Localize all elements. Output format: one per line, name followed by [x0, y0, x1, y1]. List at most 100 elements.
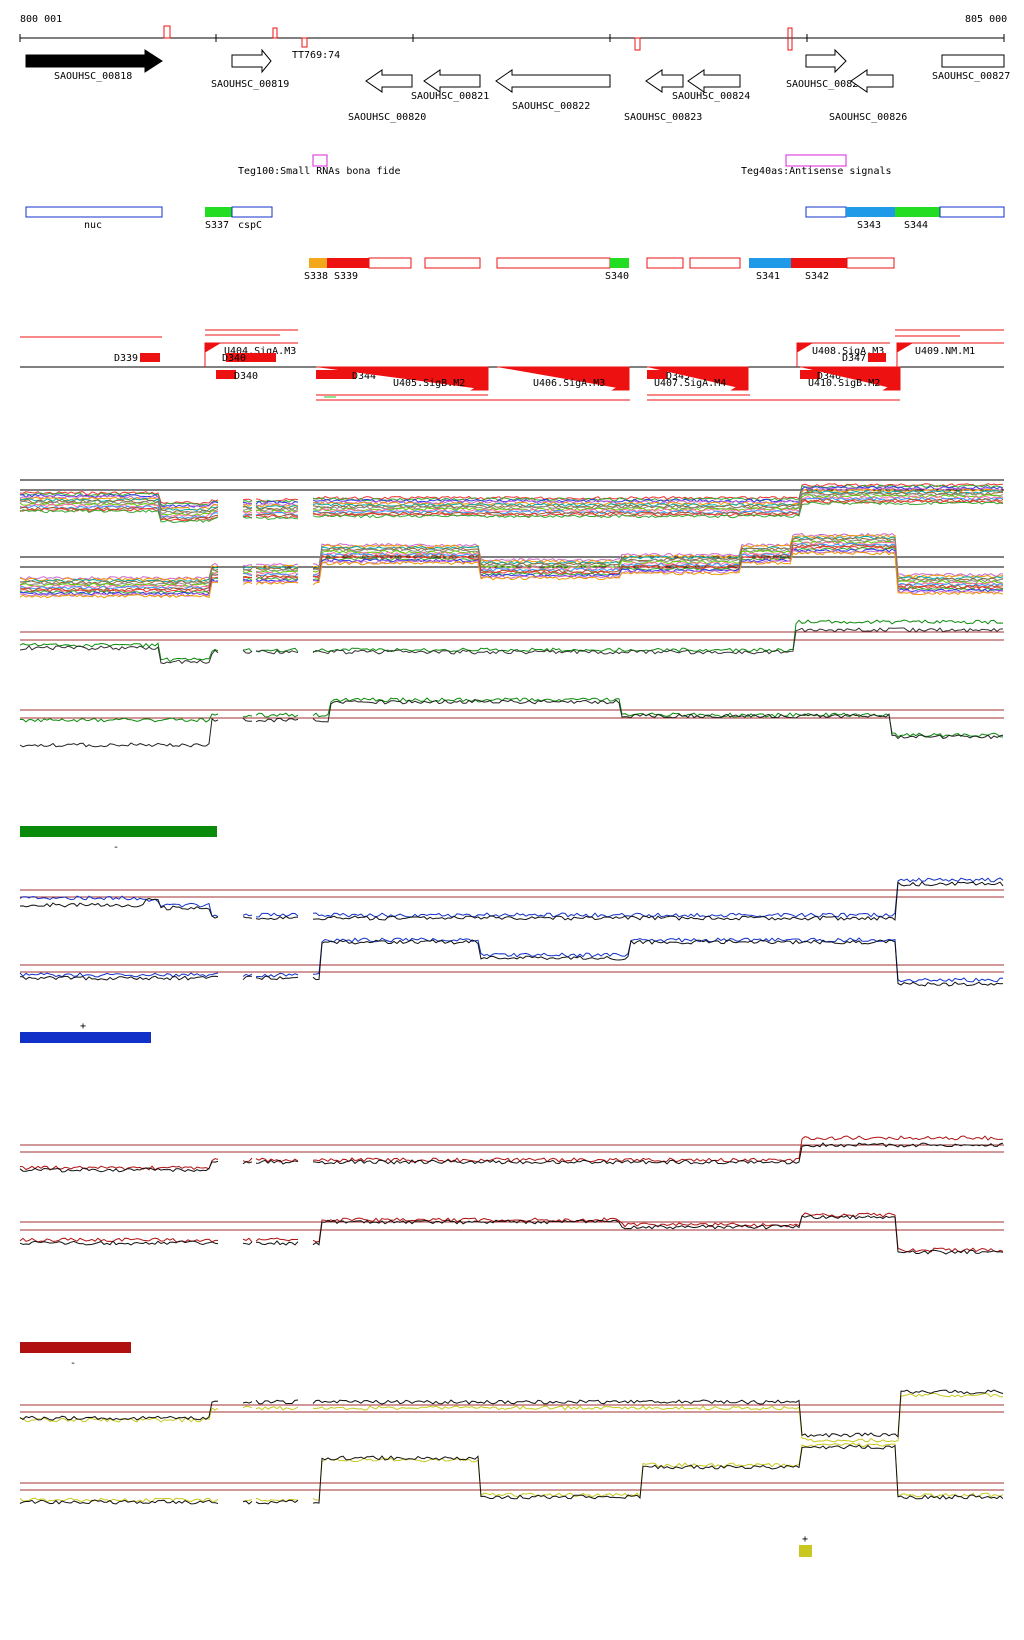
- expression-profile: [312, 551, 1004, 596]
- expression-profile: [19, 717, 219, 748]
- condition-sign: +: [802, 1534, 808, 1545]
- segment-box[interactable]: [846, 207, 895, 217]
- expression-profile: [242, 566, 253, 569]
- ruler-start-label: 800 001: [20, 14, 62, 25]
- expression-profile: [242, 510, 253, 515]
- segment-box[interactable]: [496, 257, 611, 269]
- expression-profile: [19, 497, 219, 513]
- expression-profile: [19, 1160, 219, 1173]
- gene-arrow[interactable]: [231, 48, 272, 74]
- expression-profile: [19, 642, 219, 663]
- promoter-label: U405.SigB.M2: [393, 378, 465, 389]
- gene-arrow[interactable]: [645, 69, 684, 93]
- segment-box[interactable]: [368, 257, 412, 269]
- small-rna-box[interactable]: [312, 154, 328, 167]
- expression-profile: [255, 1405, 299, 1411]
- segment-box[interactable]: [424, 257, 481, 269]
- expression-profile: [255, 712, 299, 718]
- segment-box[interactable]: [327, 258, 369, 268]
- segment-box[interactable]: [231, 206, 273, 218]
- promoter-box[interactable]: [226, 353, 276, 362]
- expression-profile: [312, 484, 1004, 502]
- condition-bar[interactable]: [20, 1342, 131, 1353]
- segment-box[interactable]: [205, 207, 232, 217]
- expression-profile: [19, 1237, 218, 1243]
- gene-arrow[interactable]: [850, 69, 894, 93]
- segment-box[interactable]: [646, 257, 684, 269]
- segment-box[interactable]: [939, 206, 1005, 218]
- condition-bar[interactable]: [799, 1545, 812, 1557]
- expression-profile: [312, 1212, 1004, 1253]
- gene-label: SAOUHSC_00820: [348, 112, 426, 123]
- expression-profile: [242, 576, 253, 579]
- expression-profile: [312, 1392, 1004, 1443]
- expression-profile: [312, 1444, 1004, 1504]
- expression-profile: [312, 881, 1004, 921]
- segment-box[interactable]: [689, 257, 741, 269]
- expression-profile: [242, 568, 253, 573]
- gene-arrow[interactable]: [365, 69, 413, 93]
- expression-profile: [312, 487, 1004, 505]
- expression-profile: [312, 541, 1004, 586]
- promoter-box[interactable]: [868, 353, 886, 362]
- expression-profile: [19, 895, 219, 917]
- promoter-box[interactable]: [140, 353, 160, 362]
- expression-profile: [312, 489, 1004, 508]
- expression-profile: [242, 500, 253, 503]
- expression-profile: [20, 713, 219, 723]
- expression-profile: [312, 488, 1004, 506]
- promoter-box[interactable]: [800, 370, 820, 379]
- expression-profile: [255, 565, 299, 570]
- segment-box[interactable]: [25, 206, 163, 218]
- expression-profile: [242, 1405, 253, 1409]
- ruler: 800 001 805 000 TT769:74: [19, 14, 1007, 61]
- promoter-label: U407.SigA.M4: [654, 378, 726, 389]
- expression-profile: [312, 699, 1004, 740]
- expression-profile: [19, 567, 219, 585]
- expression-profile: [19, 509, 219, 524]
- small-rna-box[interactable]: [785, 154, 847, 167]
- segment-box[interactable]: [846, 257, 895, 269]
- segment-box[interactable]: [805, 206, 847, 218]
- segment-box[interactable]: [309, 258, 327, 268]
- segment-label: cspC: [238, 220, 262, 231]
- expression-profile: [242, 503, 253, 507]
- expression-profile: [242, 573, 253, 577]
- expression-profile: [243, 506, 253, 510]
- segment-box[interactable]: [610, 258, 629, 268]
- segment-box[interactable]: [895, 207, 940, 217]
- condition-bar[interactable]: [20, 826, 217, 837]
- segment-label: S340: [605, 271, 629, 282]
- ruler-end-label: 805 000: [965, 14, 1007, 25]
- expression-profile: [242, 1401, 253, 1404]
- expression-profile: [242, 973, 253, 977]
- promoter-box[interactable]: [316, 370, 356, 379]
- gene-arrow[interactable]: [941, 54, 1005, 68]
- promoter-box[interactable]: [216, 370, 236, 379]
- expression-profile: [312, 1135, 1004, 1163]
- condition-bar[interactable]: [20, 1032, 151, 1043]
- expression-profile: [243, 502, 253, 505]
- expression-profile: [242, 1157, 253, 1163]
- gene-arrow[interactable]: [25, 49, 163, 73]
- expression-profile: [19, 1240, 219, 1246]
- segment-box[interactable]: [791, 258, 847, 268]
- expression-profile: [256, 912, 299, 918]
- gene-arrow[interactable]: [495, 69, 611, 93]
- segment-box[interactable]: [749, 258, 791, 268]
- expression-profile: [312, 1389, 1004, 1438]
- gene-arrow[interactable]: [687, 69, 741, 93]
- segment-label: S343: [857, 220, 881, 231]
- minus-segment-track: S338 S339 S340 S341 S342: [304, 257, 895, 282]
- gene-arrow[interactable]: [423, 69, 481, 93]
- gene-arrow[interactable]: [805, 48, 847, 74]
- promoter-box[interactable]: [647, 370, 667, 379]
- expression-profile: [255, 502, 299, 507]
- segment-label: S339: [334, 271, 358, 282]
- expression-profile: [242, 717, 253, 722]
- gene-label: SAOUHSC_00826: [829, 112, 907, 123]
- expression-profile: [242, 1161, 253, 1165]
- expression-profile: [19, 493, 219, 508]
- gene-label: SAOUHSC_00824: [672, 91, 750, 102]
